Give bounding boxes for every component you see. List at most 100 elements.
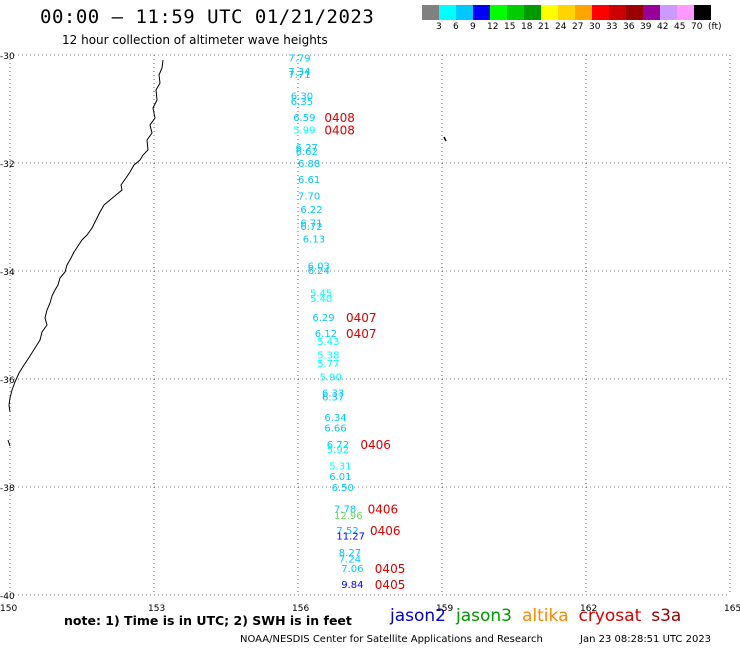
swh-value-label: 7.71 (288, 70, 310, 81)
swh-value-label: 6.61 (298, 175, 320, 186)
swh-value-label: 6.88 (298, 159, 320, 170)
color-swatch (694, 5, 711, 20)
latitude-tick-label: -38 (0, 484, 15, 494)
longitude-tick-label: 153 (148, 604, 165, 614)
swh-value-label: 7.34 (288, 67, 310, 78)
swh-value-label: 7.78 (334, 505, 356, 516)
swh-value-label: 6.22 (300, 205, 322, 216)
swh-value-label: 6.72 (300, 222, 322, 233)
longitude-tick-label: 156 (292, 604, 309, 614)
color-swatch (422, 5, 439, 20)
swh-value-label: 6.12 (315, 329, 337, 340)
latitude-tick-label: -32 (0, 160, 15, 170)
swh-value-label: 7.79 (288, 54, 310, 65)
swh-value-label: 6.34 (324, 413, 346, 424)
legend-s3a: s3a (651, 606, 682, 626)
swh-value-label: 5.40 (310, 294, 332, 305)
color-scale-label: 45 (674, 22, 686, 32)
color-scale-label: 36 (623, 22, 635, 32)
swh-value-label: 6.35 (291, 97, 313, 108)
generation-timestamp: Jan 23 08:28:51 UTC 2023 (580, 634, 712, 645)
color-scale-label: 15 (504, 22, 516, 32)
color-swatch (558, 5, 575, 20)
swh-value-label: 6.59 (293, 113, 315, 124)
color-swatch (575, 5, 592, 20)
pass-time-label: 0407 (346, 311, 377, 325)
color-scale-label: 42 (657, 22, 669, 32)
swh-value-label: 6.71 (300, 218, 322, 229)
swh-value-label: 6.33 (322, 389, 344, 400)
swh-value-label: 6.50 (332, 483, 354, 494)
swh-value-label: 5.38 (317, 351, 339, 362)
color-scale-label: (ft) (708, 22, 722, 32)
swh-value-label: 6.01 (329, 472, 351, 483)
color-swatch (541, 5, 558, 20)
legend-cryosat: cryosat (578, 606, 642, 626)
color-scale-label: 27 (572, 22, 584, 32)
swh-value-label: 5.90 (320, 372, 342, 383)
color-scale-label: 39 (640, 22, 652, 32)
swh-value-label: 7.06 (341, 564, 363, 575)
color-swatch (626, 5, 643, 20)
swh-value-label: 7.70 (298, 191, 320, 202)
swh-value-label: 5.43 (317, 337, 339, 348)
map-subtitle: 12 hour collection of altimeter wave hei… (62, 33, 328, 47)
swh-value-label: 6.72 (327, 440, 349, 451)
swh-value-label: 6.37 (322, 392, 344, 403)
map-title: 00:00 – 11:59 UTC 01/21/2023 (40, 6, 375, 28)
longitude-tick-label: 165 (724, 604, 740, 614)
color-scale-label: 21 (538, 22, 550, 32)
swh-value-label: 7.24 (339, 554, 361, 565)
color-swatch (592, 5, 609, 20)
swh-value-label: 6.24 (308, 266, 330, 277)
latitude-tick-label: -30 (0, 52, 15, 62)
swh-value-label: 6.13 (303, 235, 325, 246)
color-swatch (660, 5, 677, 20)
color-swatch (507, 5, 524, 20)
swh-value-label: 6.66 (324, 424, 346, 435)
swh-value-label: 5.77 (317, 359, 339, 370)
legend-jason3: jason3 (456, 606, 512, 626)
color-swatch (439, 5, 456, 20)
swh-value-label: 5.31 (329, 461, 351, 472)
legend-altika: altika (522, 606, 569, 626)
latitude-tick-label: -36 (0, 376, 15, 386)
color-swatch (456, 5, 473, 20)
color-scale-label: 33 (606, 22, 618, 32)
color-swatch (643, 5, 660, 20)
swh-value-label: 5.99 (293, 126, 315, 137)
longitude-tick-label: 162 (580, 604, 597, 614)
color-swatch (524, 5, 541, 20)
coastline (8, 59, 164, 413)
color-scale-bar (422, 5, 711, 20)
color-scale-label: 9 (470, 22, 476, 32)
coast-fragment (7, 439, 11, 447)
color-scale-label: 18 (521, 22, 533, 32)
wave-height-labels: 7.79 7.347.71 6.306.35 6.59 5.99 6.276.626.88… (288, 54, 365, 592)
color-scale-label: 3 (436, 22, 442, 32)
swh-value-label: 7.52 (336, 526, 358, 537)
axis-tick-labels: 150 153 156 159 162 165 -30 -32 -34 -36 -38 -40 (0, 52, 740, 614)
pass-time-label: 0405 (375, 562, 406, 576)
latitude-tick-label: -40 (0, 592, 15, 602)
credit-line: NOAA/NESDIS Center for Satellite Applica… (240, 634, 543, 645)
island-marker (443, 136, 447, 142)
swh-value-label: 6.29 (312, 313, 334, 324)
pass-time-label: 0406 (370, 524, 401, 538)
color-scale-label: 6 (453, 22, 459, 32)
color-swatch (473, 5, 490, 20)
swh-value-label: 9.84 (341, 580, 363, 591)
swh-value-label: 5.45 (310, 289, 332, 300)
swh-value-label: 5.92 (327, 445, 349, 456)
swh-value-label: 6.27 (296, 143, 318, 154)
latitude-tick-label: -34 (0, 268, 15, 278)
swh-value-label: 11.27 (336, 532, 365, 543)
longitude-tick-label: 159 (436, 604, 453, 614)
pass-time-label: 0406 (360, 438, 391, 452)
color-swatch (490, 5, 507, 20)
footnote: note: 1) Time is in UTC; 2) SWH is in fe… (64, 613, 352, 628)
map-grid (9, 54, 731, 596)
color-scale-label: 12 (487, 22, 499, 32)
pass-time-label: 0408 (324, 124, 355, 138)
